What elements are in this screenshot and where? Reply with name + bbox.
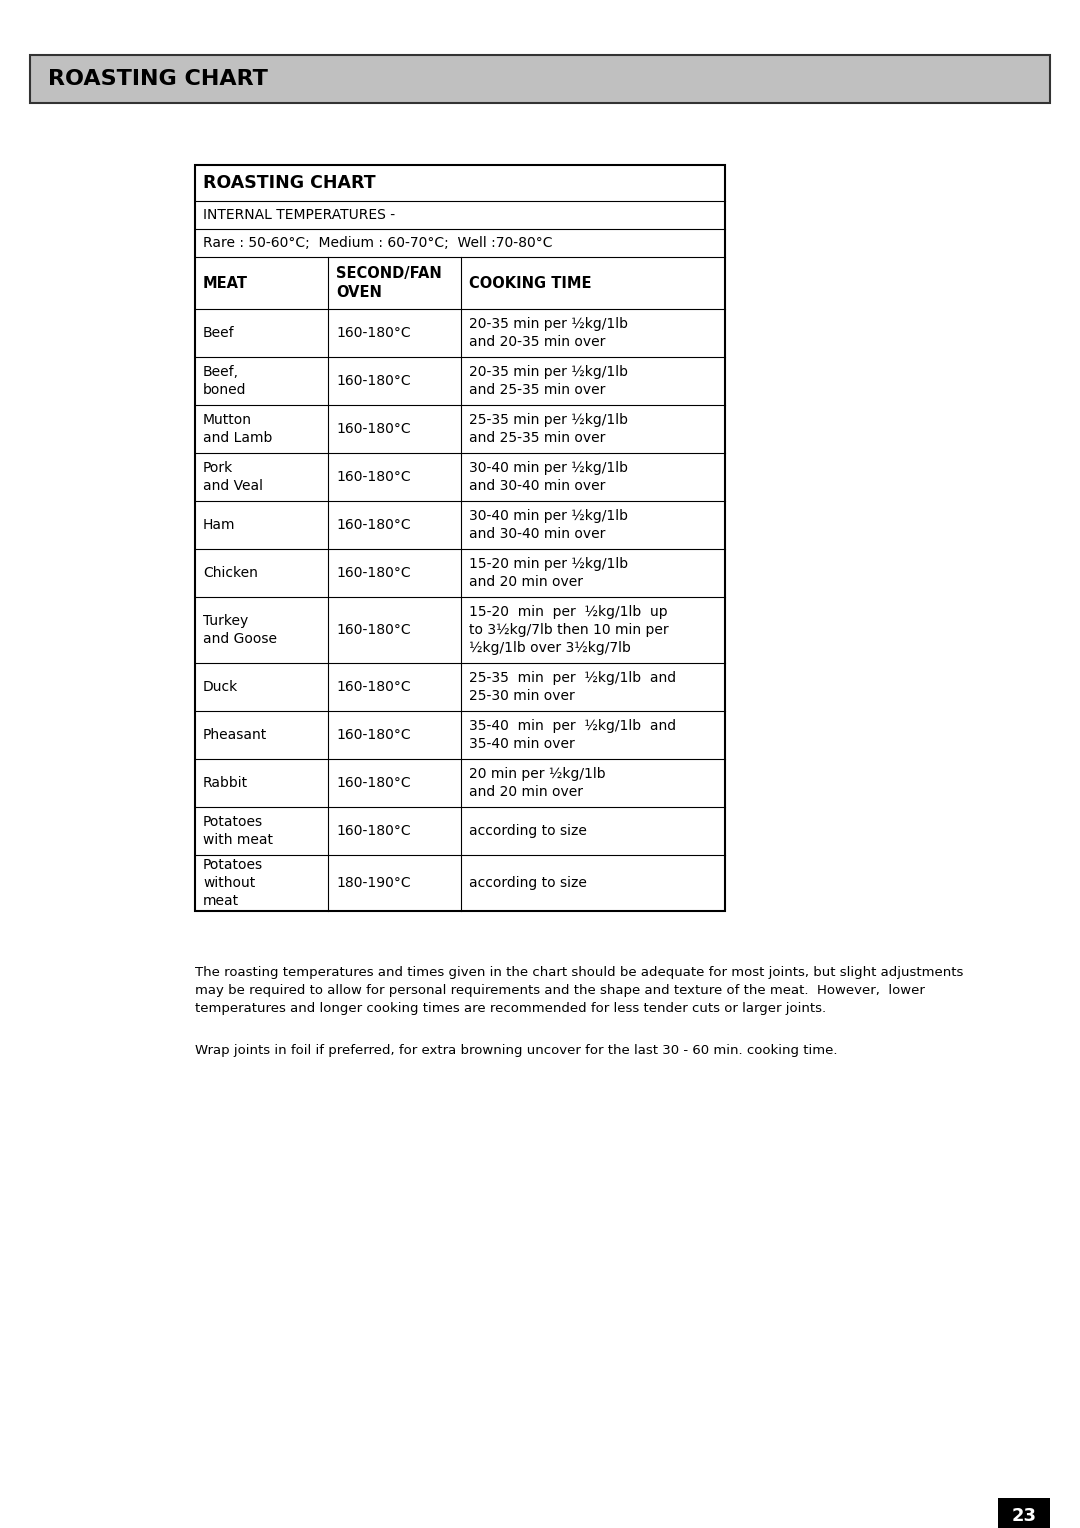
Text: 15-20  min  per  ½kg/1lb  up
to 3½kg/7lb then 10 min per
½kg/1lb over 3½kg/7lb: 15-20 min per ½kg/1lb up to 3½kg/7lb the…: [469, 605, 669, 656]
Text: Beef,
boned: Beef, boned: [203, 365, 246, 397]
Text: 160-180°C: 160-180°C: [336, 824, 410, 837]
Text: Ham: Ham: [203, 518, 235, 532]
Text: 160-180°C: 160-180°C: [336, 565, 410, 581]
Text: 35-40  min  per  ½kg/1lb  and
35-40 min over: 35-40 min per ½kg/1lb and 35-40 min over: [469, 720, 676, 750]
Text: Wrap joints in foil if preferred, for extra browning uncover for the last 30 - 6: Wrap joints in foil if preferred, for ex…: [195, 1044, 837, 1057]
Text: 160-180°C: 160-180°C: [336, 471, 410, 484]
Bar: [998, 1497, 1050, 1528]
Bar: [30, 55, 1050, 102]
Text: ROASTING CHART: ROASTING CHART: [48, 69, 268, 89]
Text: ROASTING CHART: ROASTING CHART: [203, 174, 376, 193]
Text: Beef: Beef: [203, 325, 234, 341]
Text: 20-35 min per ½kg/1lb
and 25-35 min over: 20-35 min per ½kg/1lb and 25-35 min over: [469, 365, 627, 397]
Text: INTERNAL TEMPERATURES -: INTERNAL TEMPERATURES -: [203, 208, 395, 222]
Bar: [195, 165, 725, 911]
Text: according to size: according to size: [469, 824, 586, 837]
Text: according to size: according to size: [469, 876, 586, 889]
Text: Turkey
and Goose: Turkey and Goose: [203, 614, 276, 646]
Text: 160-180°C: 160-180°C: [336, 623, 410, 637]
Text: Mutton
and Lamb: Mutton and Lamb: [203, 413, 272, 445]
Text: Pork
and Veal: Pork and Veal: [203, 461, 264, 494]
Text: 20 min per ½kg/1lb
and 20 min over: 20 min per ½kg/1lb and 20 min over: [469, 767, 606, 799]
Text: 20-35 min per ½kg/1lb
and 20-35 min over: 20-35 min per ½kg/1lb and 20-35 min over: [469, 318, 627, 348]
Text: 160-180°C: 160-180°C: [336, 374, 410, 388]
Text: Potatoes
without
meat: Potatoes without meat: [203, 859, 264, 908]
Text: 30-40 min per ½kg/1lb
and 30-40 min over: 30-40 min per ½kg/1lb and 30-40 min over: [469, 461, 627, 494]
Text: The roasting temperatures and times given in the chart should be adequate for mo: The roasting temperatures and times give…: [195, 966, 963, 1015]
Text: SECOND/FAN
OVEN: SECOND/FAN OVEN: [336, 266, 442, 299]
Text: 23: 23: [1012, 1507, 1037, 1525]
Text: 180-190°C: 180-190°C: [336, 876, 410, 889]
Text: 160-180°C: 160-180°C: [336, 680, 410, 694]
Text: COOKING TIME: COOKING TIME: [469, 275, 592, 290]
Text: 160-180°C: 160-180°C: [336, 325, 410, 341]
Text: Rabbit: Rabbit: [203, 776, 248, 790]
Text: 25-35 min per ½kg/1lb
and 25-35 min over: 25-35 min per ½kg/1lb and 25-35 min over: [469, 413, 627, 445]
Text: MEAT: MEAT: [203, 275, 248, 290]
Text: Pheasant: Pheasant: [203, 727, 267, 743]
Text: 25-35  min  per  ½kg/1lb  and
25-30 min over: 25-35 min per ½kg/1lb and 25-30 min over: [469, 671, 676, 703]
Text: 30-40 min per ½kg/1lb
and 30-40 min over: 30-40 min per ½kg/1lb and 30-40 min over: [469, 509, 627, 541]
Text: Potatoes
with meat: Potatoes with meat: [203, 814, 273, 847]
Text: 160-180°C: 160-180°C: [336, 422, 410, 435]
Text: 160-180°C: 160-180°C: [336, 518, 410, 532]
Text: Duck: Duck: [203, 680, 239, 694]
Text: 160-180°C: 160-180°C: [336, 727, 410, 743]
Text: 160-180°C: 160-180°C: [336, 776, 410, 790]
Text: 15-20 min per ½kg/1lb
and 20 min over: 15-20 min per ½kg/1lb and 20 min over: [469, 558, 629, 588]
Text: Rare : 50-60°C;  Medium : 60-70°C;  Well :70-80°C: Rare : 50-60°C; Medium : 60-70°C; Well :…: [203, 235, 553, 251]
Text: Chicken: Chicken: [203, 565, 258, 581]
